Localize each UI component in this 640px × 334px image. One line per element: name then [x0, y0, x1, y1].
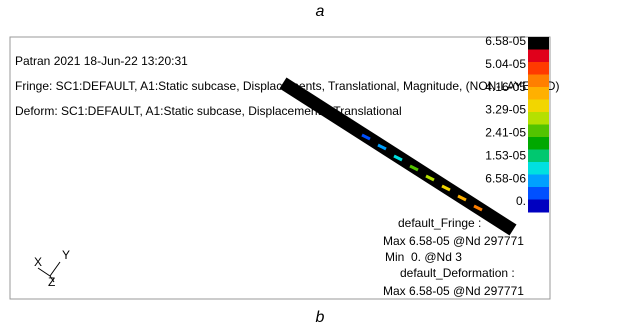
legend-line: Max 6.58-05 @Nd 297771 — [383, 234, 524, 248]
colorbar-segment — [528, 175, 549, 188]
colorbar-label: 0. — [516, 194, 526, 208]
header-line: Deform: SC1:DEFAULT, A1:Static subcase, … — [15, 104, 402, 118]
header-line: Fringe: SC1:DEFAULT, A1:Static subcase, … — [15, 79, 559, 93]
viewport — [10, 37, 550, 299]
colorbar-segment — [528, 125, 549, 138]
legend-line: Min 0. @Nd 3 — [385, 250, 462, 264]
colorbar-label: 6.58-05 — [485, 34, 526, 48]
colorbar-label: 6.58-06 — [485, 171, 526, 185]
colorbar-segment — [528, 87, 549, 100]
colorbar-segment — [528, 100, 549, 113]
triad-label: Y — [62, 248, 70, 262]
colorbar-label: 3.29-05 — [485, 103, 526, 117]
caption: a — [316, 3, 325, 20]
colorbar-label: 2.41-05 — [485, 126, 526, 140]
page: a Patran 2021 18-Jun-22 13:20:31 Fringe:… — [0, 0, 640, 329]
figure: a Patran 2021 18-Jun-22 13:20:31 Fringe:… — [0, 0, 640, 329]
colorbar-segment — [528, 62, 549, 75]
colorbar-segment — [528, 137, 549, 150]
colorbar-segment — [528, 37, 549, 50]
colorbar-segment — [528, 187, 549, 200]
triad-label: Z — [48, 275, 55, 289]
colorbar-label: 4.16-05 — [485, 80, 526, 94]
colorbar-segment — [528, 75, 549, 88]
colorbar-segment — [528, 50, 549, 63]
colorbar-segment — [528, 200, 549, 213]
colorbar-label: 1.53-05 — [485, 148, 526, 162]
triad-label: X — [34, 255, 42, 269]
header-line: Patran 2021 18-Jun-22 13:20:31 — [15, 54, 188, 68]
colorbar-label: 5.04-05 — [485, 57, 526, 71]
legend-line: default_Fringe : — [398, 216, 481, 230]
colorbar-segment — [528, 112, 549, 125]
colorbar-segment — [528, 150, 549, 163]
legend-line: Max 6.58-05 @Nd 297771 — [383, 284, 524, 298]
legend-line: default_Deformation : — [400, 266, 515, 280]
caption: b — [316, 309, 325, 326]
colorbar-segment — [528, 162, 549, 175]
